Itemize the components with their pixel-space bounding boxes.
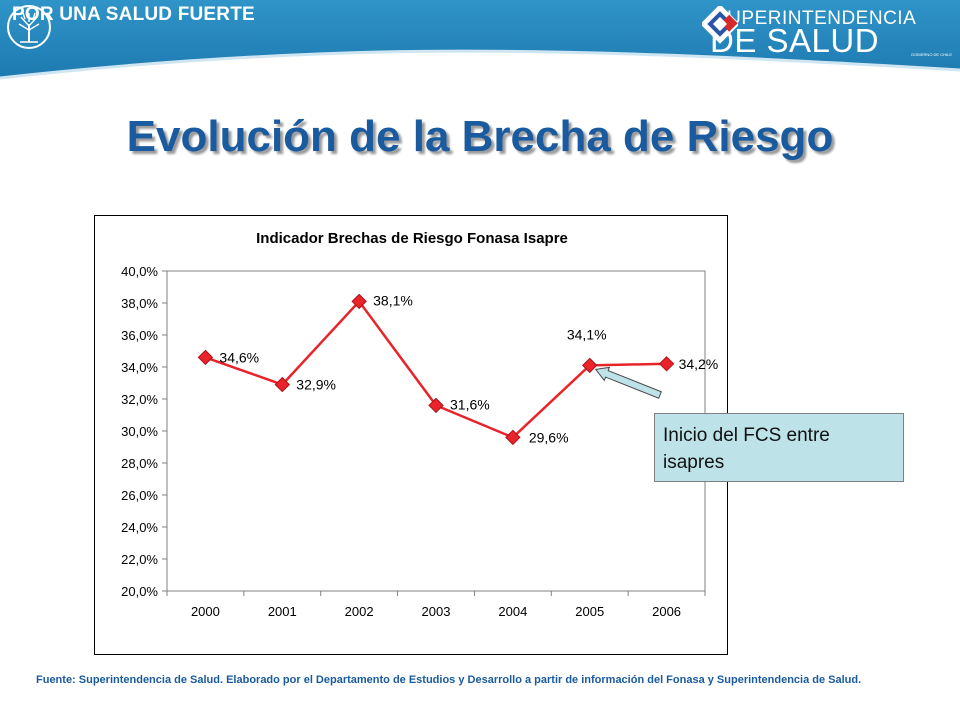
brand-left: POR UNA SALUD FUERTE xyxy=(6,4,255,49)
y-tick-label: 20,0% xyxy=(121,584,158,599)
data-label: 38,1% xyxy=(373,292,413,308)
y-tick-label: 40,0% xyxy=(121,264,158,279)
tree-logo-icon xyxy=(7,5,51,49)
x-tick-label: 2002 xyxy=(345,604,374,619)
x-tick-label: 2003 xyxy=(422,604,451,619)
data-label: 34,6% xyxy=(219,349,259,365)
y-tick-label: 38,0% xyxy=(121,296,158,311)
x-tick-label: 2006 xyxy=(652,604,681,619)
brand-line1: SUPERINTENDENCIA xyxy=(714,8,917,29)
chart-title: Indicador Brechas de Riesgo Fonasa Isapr… xyxy=(256,230,568,247)
x-tick-label: 2004 xyxy=(498,604,527,619)
data-label: 34,2% xyxy=(679,356,719,372)
y-tick-label: 34,0% xyxy=(121,360,158,375)
y-tick-label: 22,0% xyxy=(121,552,158,567)
y-tick-label: 24,0% xyxy=(121,520,158,535)
data-label: 31,6% xyxy=(450,396,490,412)
brand-line2: DE SALUD xyxy=(710,22,880,59)
data-label: 32,9% xyxy=(296,377,336,393)
data-label: 29,6% xyxy=(529,429,569,445)
slogan: POR UNA SALUD FUERTE xyxy=(12,4,255,25)
chart-frame: Indicador Brechas de Riesgo Fonasa Isapr… xyxy=(94,215,728,655)
data-point-marker xyxy=(658,356,675,372)
annotation-callout: Inicio del FCS entre isapres xyxy=(654,413,904,482)
government-shield-icon xyxy=(702,6,738,44)
data-label: 34,1% xyxy=(567,326,607,342)
y-tick-label: 26,0% xyxy=(121,488,158,503)
plot-area-border xyxy=(166,270,706,592)
data-point-marker xyxy=(274,376,290,393)
superintendencia-logo: SUPERINTENDENCIA DE SALUD GOBIERNO DE CH… xyxy=(702,6,952,59)
source-footnote: Fuente: Superintendencia de Salud. Elabo… xyxy=(36,674,862,686)
header-band: POR UNA SALUD FUERTE SUPERINTENDENCIA DE… xyxy=(0,0,960,140)
data-point-marker xyxy=(582,357,598,374)
data-point-marker xyxy=(428,397,444,414)
y-tick-label: 28,0% xyxy=(121,456,158,471)
line-chart: 20,0% 22,0% 24,0% 26,0% 28,0% 30,0% 32,0% 34,0%… xyxy=(121,264,719,619)
y-tick-label: 32,0% xyxy=(121,392,158,407)
page-title: Evolución de la Brecha de Riesgo xyxy=(126,112,834,161)
x-tick-label: 2005 xyxy=(575,604,604,619)
data-point-marker xyxy=(505,429,521,446)
data-point-marker xyxy=(197,349,214,366)
y-tick-label: 36,0% xyxy=(121,328,158,343)
x-tick-label: 2001 xyxy=(268,604,297,619)
gov-caption: GOBIERNO DE CHILE xyxy=(910,52,952,57)
data-point-marker xyxy=(351,293,367,310)
y-tick-label: 30,0% xyxy=(121,424,158,439)
x-tick-label: 2000 xyxy=(191,604,220,619)
series-line xyxy=(205,299,667,439)
